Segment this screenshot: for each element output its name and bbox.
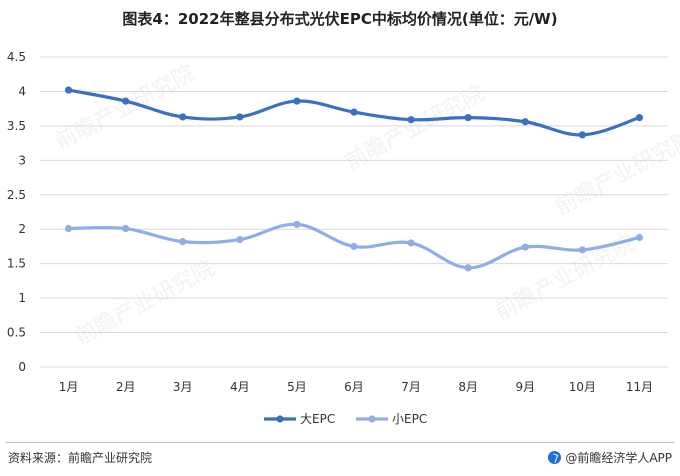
x-tick-label: 9月 xyxy=(515,380,535,394)
data-point xyxy=(635,233,644,242)
y-tick-label: 1 xyxy=(18,291,26,305)
data-point xyxy=(122,224,130,233)
series-layer xyxy=(64,86,644,272)
x-tick-label: 8月 xyxy=(458,380,478,394)
data-point xyxy=(64,224,73,233)
watermark-text: 前瞻产业研究院 xyxy=(551,126,680,220)
legend-swatch-marker xyxy=(368,415,376,423)
legend-label: 小EPC xyxy=(392,412,427,426)
y-tick-label: 3 xyxy=(18,153,26,167)
brand-credit: @前瞻经济学人APP xyxy=(548,449,672,466)
data-point xyxy=(521,118,529,126)
footer-divider xyxy=(6,442,674,443)
data-point xyxy=(293,97,301,105)
y-tick-label: 1.5 xyxy=(7,257,26,271)
x-tick-label: 4月 xyxy=(230,380,250,394)
data-point xyxy=(521,243,529,251)
data-point xyxy=(236,235,244,244)
data-point xyxy=(293,220,301,228)
x-tick-label: 7月 xyxy=(401,380,421,394)
data-point xyxy=(350,108,358,116)
legend: 大EPC 小EPC xyxy=(264,412,427,426)
y-tick-label: 3.5 xyxy=(7,119,26,133)
x-tick-label: 2月 xyxy=(116,380,136,394)
brand-logo-icon xyxy=(548,451,562,464)
data-point xyxy=(64,86,73,94)
legend-item-large-epc: 大EPC xyxy=(264,412,335,426)
data-point xyxy=(350,242,358,251)
legend-label: 大EPC xyxy=(300,412,335,426)
x-tick-label: 6月 xyxy=(344,380,364,394)
x-tick-label: 3月 xyxy=(173,380,193,394)
watermark-text: 前瞻产业研究院 xyxy=(491,231,639,325)
legend-item-small-epc: 小EPC xyxy=(356,412,427,426)
x-tick-label: 1月 xyxy=(59,380,79,394)
data-point xyxy=(236,113,244,121)
source-note: 资料来源：前瞻产业研究院 xyxy=(8,451,153,465)
series-small-epc xyxy=(64,220,644,272)
x-tick-label: 11月 xyxy=(626,380,653,394)
x-tick-label: 10月 xyxy=(569,380,596,394)
series-large-epc xyxy=(64,86,644,139)
y-tick-label: 2 xyxy=(18,222,26,236)
data-point xyxy=(122,97,130,105)
data-point xyxy=(407,116,415,124)
y-tick-label: 0.5 xyxy=(7,326,26,340)
legend-swatch-marker xyxy=(276,415,284,423)
data-point xyxy=(464,114,472,122)
data-point xyxy=(407,239,415,247)
watermark-text: 前瞻产业研究院 xyxy=(51,61,199,155)
y-tick-label: 0 xyxy=(18,360,26,374)
gridlines xyxy=(40,56,668,368)
y-axis-ticks: 0 0.5 1 1.5 2 2.5 3 3.5 4 4.5 xyxy=(7,50,26,374)
data-point xyxy=(179,238,187,246)
y-tick-label: 4.5 xyxy=(7,50,26,64)
data-point xyxy=(464,264,472,272)
data-point xyxy=(179,113,187,121)
brand-text: @前瞻经济学人APP xyxy=(565,451,672,465)
chart-title: 图表4：2022年整县分布式光伏EPC中标均价情况(单位：元/W) xyxy=(122,10,558,28)
x-tick-label: 5月 xyxy=(287,380,307,394)
data-point xyxy=(578,246,586,254)
y-tick-label: 2.5 xyxy=(7,188,26,202)
watermark-text: 前瞻产业研究院 xyxy=(341,81,489,175)
y-tick-label: 4 xyxy=(18,84,26,98)
watermark-text: 前瞻产业研究院 xyxy=(71,256,219,350)
data-point xyxy=(635,114,644,122)
x-axis-ticks: 1月 2月 3月 4月 5月 6月 7月 8月 9月 10月 11月 xyxy=(59,380,653,394)
data-point xyxy=(578,131,586,139)
